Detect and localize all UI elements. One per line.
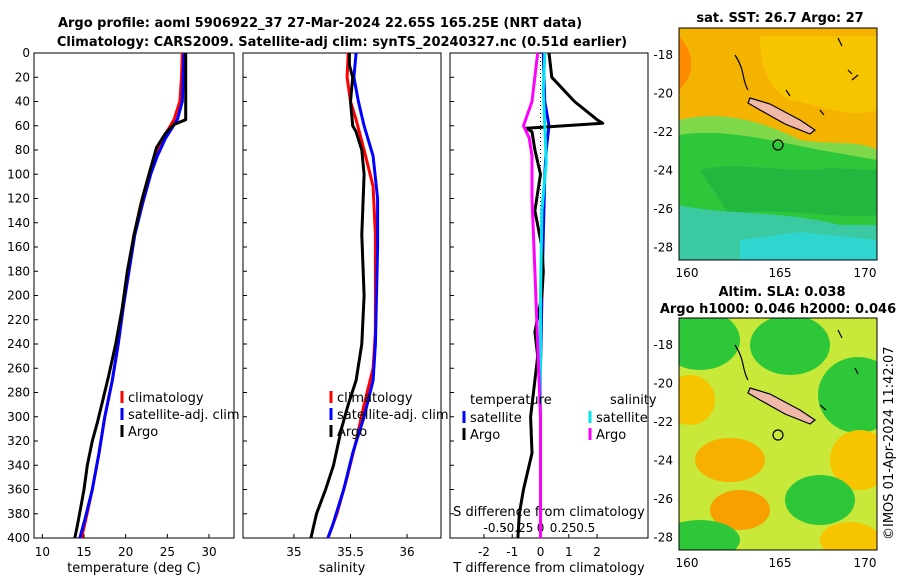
y-tick-label: 300 [7,410,30,424]
y-tick-label: 120 [7,192,30,206]
map-y-tick-label: -18 [653,338,673,352]
temperature-x-tick-label: 30 [201,545,216,559]
temperature-legend-label: climatology [128,391,204,406]
temperature-axes-box [33,52,235,539]
y-tick-label: 0 [22,46,30,60]
y-tick-label: 340 [7,458,30,472]
map-x-tick-label: 160 [676,556,699,570]
map-y-tick-label: -20 [653,377,673,391]
map-x-tick-label: 165 [769,556,792,570]
map-y-tick-label: -22 [653,415,673,429]
y-tick-label: 140 [7,216,30,230]
difference-x-tick-label: -1 [506,545,518,559]
salinity-series-argo [309,53,366,539]
legend-header-salinity: salinity [610,393,657,408]
difference-x-tick-label: 1 [565,545,573,559]
temperature-panel: 0 20 40 60 80 100 120 140 160 180 200 220 240 260 280 3… [7,46,240,576]
legend-s-label: satellite [596,411,648,426]
top-x-tick-label: 0.5 [576,521,595,535]
difference-series-s-satellite [539,52,548,538]
top-xlabel: S difference from climatology [453,505,645,520]
top-x-tick-label: 0.25 [550,521,577,535]
salinity-legend-label: Argo [337,425,367,440]
map-x-tick-label: 170 [854,266,877,280]
sst-map-title: sat. SST: 26.7 Argo: 27 [696,11,863,26]
legend-s-label: Argo [596,428,626,443]
map-y-tick-label: -28 [653,241,673,255]
map-y-tick-label: -26 [653,492,673,506]
temperature-x-tick-label: 20 [118,545,133,559]
difference-panel: -2 -1 0 1 2 T difference from climatology S di… [449,52,657,576]
title-line1: Argo profile: aoml 5906922_37 27-Mar-202… [58,16,582,31]
sla-map-title2: Argo h1000: 0.046 h2000: 0.046 [660,302,896,317]
footer-timestamp: ©IMOS 01-Apr-2024 11:42:07 [882,346,897,540]
temperature-series-argo [73,53,188,539]
map-y-tick-label: -22 [653,125,673,139]
salinity-legend-label: climatology [337,391,413,406]
y-tick-label: 400 [7,531,30,545]
map-y-tick-label: -24 [653,454,673,468]
temperature-legend-label: satellite-adj. clim [128,408,240,423]
y-tick-label: 240 [7,337,30,351]
y-tick-label: 200 [7,289,30,303]
legend-header-temperature: temperature [470,393,552,408]
map-y-tick-label: -20 [653,87,673,101]
y-tick-label: 360 [7,483,30,497]
title-line2: Climatology: CARS2009. Satellite-adj cli… [57,35,627,50]
difference-x-tick-label: 0 [537,545,545,559]
map-y-tick-label: -28 [653,531,673,545]
map-y-tick-label: -26 [653,202,673,216]
map-x-tick-label: 165 [769,266,792,280]
y-tick-label: 40 [15,95,30,109]
sla-map-title1: Altim. SLA: 0.038 [719,285,846,300]
y-tick-label: 180 [7,264,30,278]
difference-x-tick-label: 2 [593,545,601,559]
salinity-axes-box [242,52,442,539]
y-tick-label: 80 [15,143,30,157]
temperature-x-tick-label: 10 [35,545,50,559]
sst-map: sat. SST: 26.7 Argo: 27 [678,11,878,261]
y-tick-label: 60 [15,119,30,133]
salinity-series-satellite-adj-clim [326,52,380,539]
difference-series-s-argo [522,52,542,538]
map-x-tick-label: 160 [676,266,699,280]
sla-map: Altim. SLA: 0.038 Argo h1000: 0.046 h200… [660,285,896,551]
salinity-legend-label: satellite-adj. clim [337,408,449,423]
salinity-xlabel: salinity [319,561,366,576]
temperature-x-tick-label: 15 [76,545,91,559]
y-tick-label: 20 [15,70,30,84]
map-y-tick-label: -18 [653,48,673,62]
y-tick-label: 260 [7,361,30,375]
legend-t-label: Argo [470,428,500,443]
sla-field [679,318,877,550]
temperature-x-tick-label: 25 [160,545,175,559]
legend-t-label: satellite [470,411,522,426]
difference-xlabel: T difference from climatology [452,561,645,576]
salinity-x-tick-label: 35.5 [337,545,364,559]
salinity-x-tick-label: 35 [286,545,301,559]
temperature-legend-label: Argo [128,425,158,440]
y-tick-label: 380 [7,507,30,521]
y-tick-label: 220 [7,313,30,327]
salinity-panel: 35 35.5 36 salinity climatology satellite-adj… [242,52,449,576]
y-tick-label: 280 [7,386,30,400]
map-y-tick-label: -24 [653,164,673,178]
temperature-xlabel: temperature (deg C) [67,561,201,576]
salinity-x-tick-label: 36 [399,545,414,559]
map-x-tick-label: 170 [854,556,877,570]
y-tick-label: 320 [7,434,30,448]
sst-field [679,28,877,260]
difference-x-tick-label: -2 [478,545,490,559]
y-tick-label: 160 [7,240,30,254]
y-tick-label: 100 [7,167,30,181]
top-x-tick-label: -0.5 [484,521,507,535]
